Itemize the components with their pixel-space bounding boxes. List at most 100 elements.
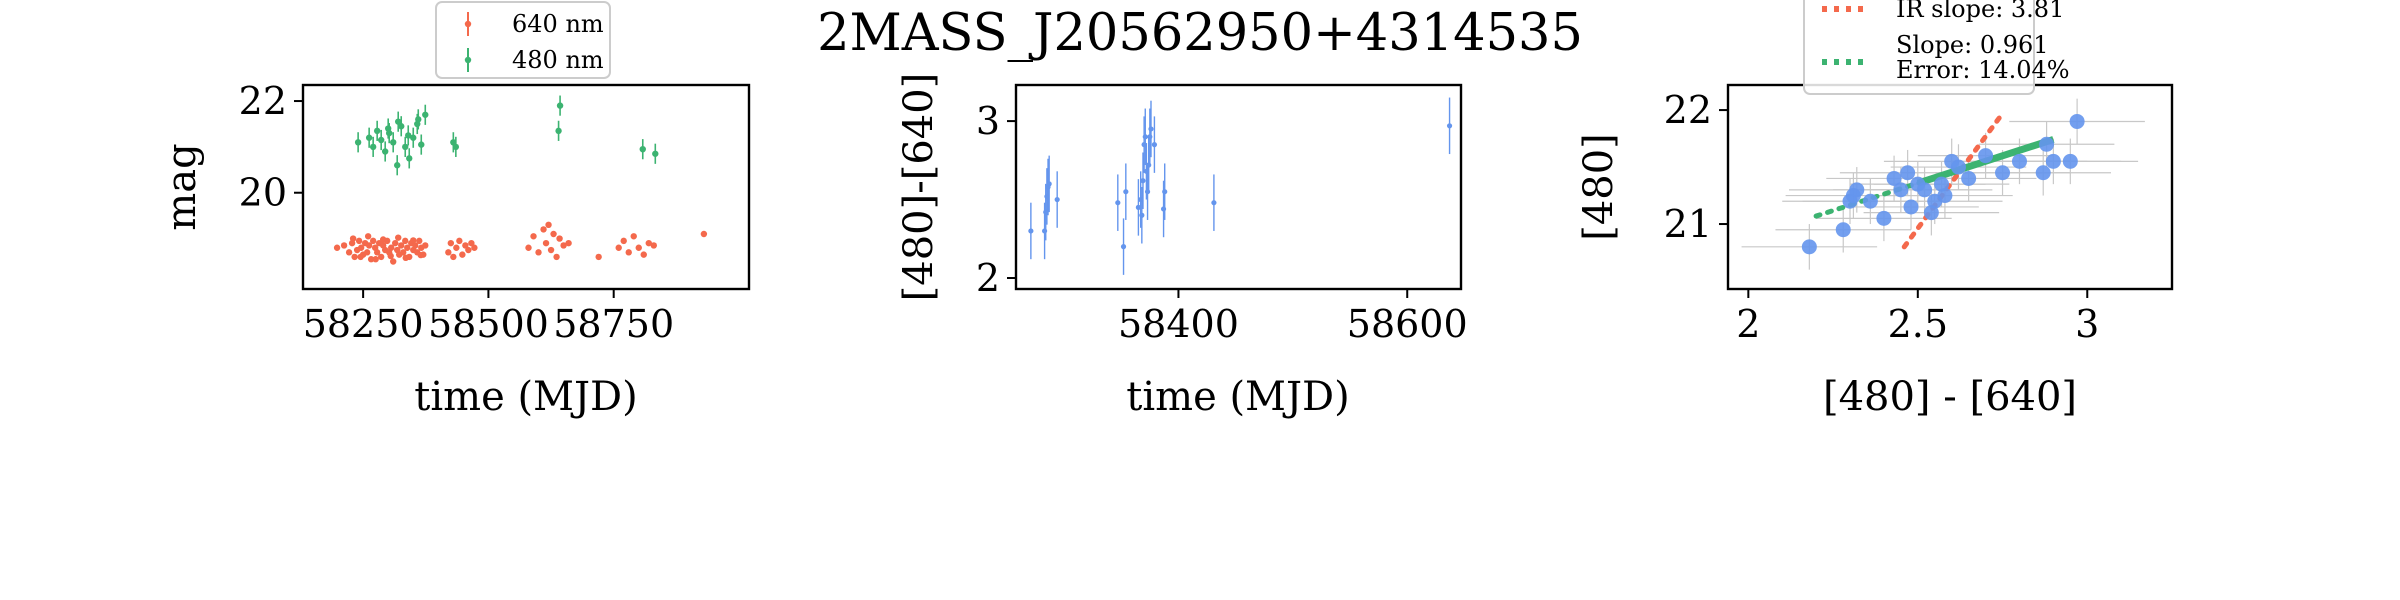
light-curve-frame	[301, 83, 751, 291]
data-point	[1835, 222, 1851, 238]
data-point	[639, 145, 646, 153]
data-point	[1148, 126, 1154, 132]
light-curve-xlabel: time (MJD)	[414, 374, 637, 420]
data-point	[365, 242, 373, 249]
data-point	[402, 237, 409, 245]
data-point	[1900, 165, 1916, 181]
data-point	[373, 127, 381, 135]
data-point	[365, 134, 373, 141]
data-point	[1876, 210, 1892, 226]
panel-light-curve: 58250 58500 58750 20 22 time (MJD) mag 640 n…	[159, 1, 751, 420]
data-point	[620, 237, 627, 245]
data-point	[1923, 205, 1939, 221]
x-tick-label: 2.5	[1888, 302, 1948, 346]
data-point	[384, 125, 392, 132]
data-point	[1143, 168, 1150, 174]
data-point	[387, 244, 395, 251]
data-point	[530, 233, 537, 240]
data-point	[1917, 182, 1933, 198]
color-magnitude-points	[1801, 113, 2085, 255]
data-point	[465, 246, 472, 254]
data-point	[340, 242, 348, 249]
data-point	[542, 239, 550, 247]
color-curve-xlabel: time (MJD)	[1126, 374, 1349, 420]
data-point	[387, 252, 394, 260]
data-point	[381, 148, 389, 155]
data-point	[417, 251, 424, 259]
data-point	[456, 237, 463, 245]
color-magnitude-ylabel: [480]	[1576, 133, 1622, 241]
x-tick-label: 58600	[1347, 302, 1468, 346]
data-point	[630, 233, 637, 240]
data-point	[1146, 162, 1152, 168]
data-point	[1978, 148, 1994, 164]
color-curve-ticks: 58400 58600 2 3	[976, 99, 1468, 346]
data-point	[640, 251, 647, 258]
data-point	[450, 253, 457, 261]
light-curve-ticks: 58250 58500 58750 20 22	[239, 79, 675, 346]
data-point	[364, 233, 372, 240]
data-point	[333, 244, 341, 251]
data-point	[625, 249, 632, 256]
data-point	[1028, 228, 1034, 234]
legend-640-dot	[464, 20, 472, 28]
data-point	[422, 111, 429, 118]
y-tick-label: 20	[239, 171, 287, 215]
data-point	[459, 251, 466, 258]
data-point	[645, 239, 652, 247]
data-point	[1120, 244, 1127, 250]
data-point	[372, 256, 379, 263]
color-curve-points	[1028, 123, 1453, 250]
data-point	[1141, 142, 1147, 148]
data-point	[1142, 134, 1148, 140]
y-tick-label: 21	[1664, 202, 1712, 246]
y-tick-label: 22	[239, 79, 287, 123]
data-point	[418, 141, 425, 148]
data-point	[635, 244, 642, 251]
data-point	[471, 244, 478, 251]
color-magnitude-ticks: 2 2.5 3 21 22	[1664, 88, 2100, 346]
data-point	[468, 239, 475, 247]
data-point	[1144, 189, 1151, 195]
data-point	[377, 253, 385, 261]
data-point	[2045, 153, 2061, 169]
ir-slope-line	[1901, 115, 2002, 250]
data-point	[373, 249, 381, 256]
data-point	[452, 143, 460, 151]
data-point	[405, 132, 412, 139]
x-tick-label: 2	[1736, 302, 1760, 346]
x-tick-label: 58250	[303, 302, 424, 346]
data-point	[535, 249, 542, 256]
data-point	[369, 237, 377, 245]
data-point	[395, 118, 402, 125]
data-point	[415, 116, 422, 123]
data-point	[1140, 178, 1146, 184]
data-point	[406, 155, 413, 162]
data-point	[700, 230, 708, 238]
data-point	[402, 143, 409, 151]
data-point	[1151, 142, 1158, 148]
data-point	[447, 239, 455, 247]
y-tick-label: 22	[1664, 88, 1712, 132]
light-curve-legend-box	[435, 1, 611, 79]
data-point	[1043, 209, 1049, 215]
data-point	[453, 244, 460, 251]
light-curve-legend: 640 nm 480 nm	[435, 1, 611, 79]
data-point	[1893, 182, 1909, 198]
data-point	[410, 237, 417, 244]
y-tick-label: 3	[976, 99, 1000, 143]
data-point	[363, 249, 371, 256]
data-point	[1886, 170, 1902, 186]
data-point	[595, 253, 602, 261]
color-curve-ylabel: [480]-[640]	[896, 73, 942, 302]
data-point	[1162, 189, 1168, 195]
light-curve-ylabel: mag	[159, 143, 205, 230]
data-point	[2062, 153, 2078, 169]
data-point	[398, 242, 405, 249]
data-point	[556, 102, 564, 109]
data-point	[394, 162, 401, 169]
data-point	[553, 253, 560, 261]
data-point	[402, 254, 409, 262]
data-point	[1849, 182, 1865, 198]
